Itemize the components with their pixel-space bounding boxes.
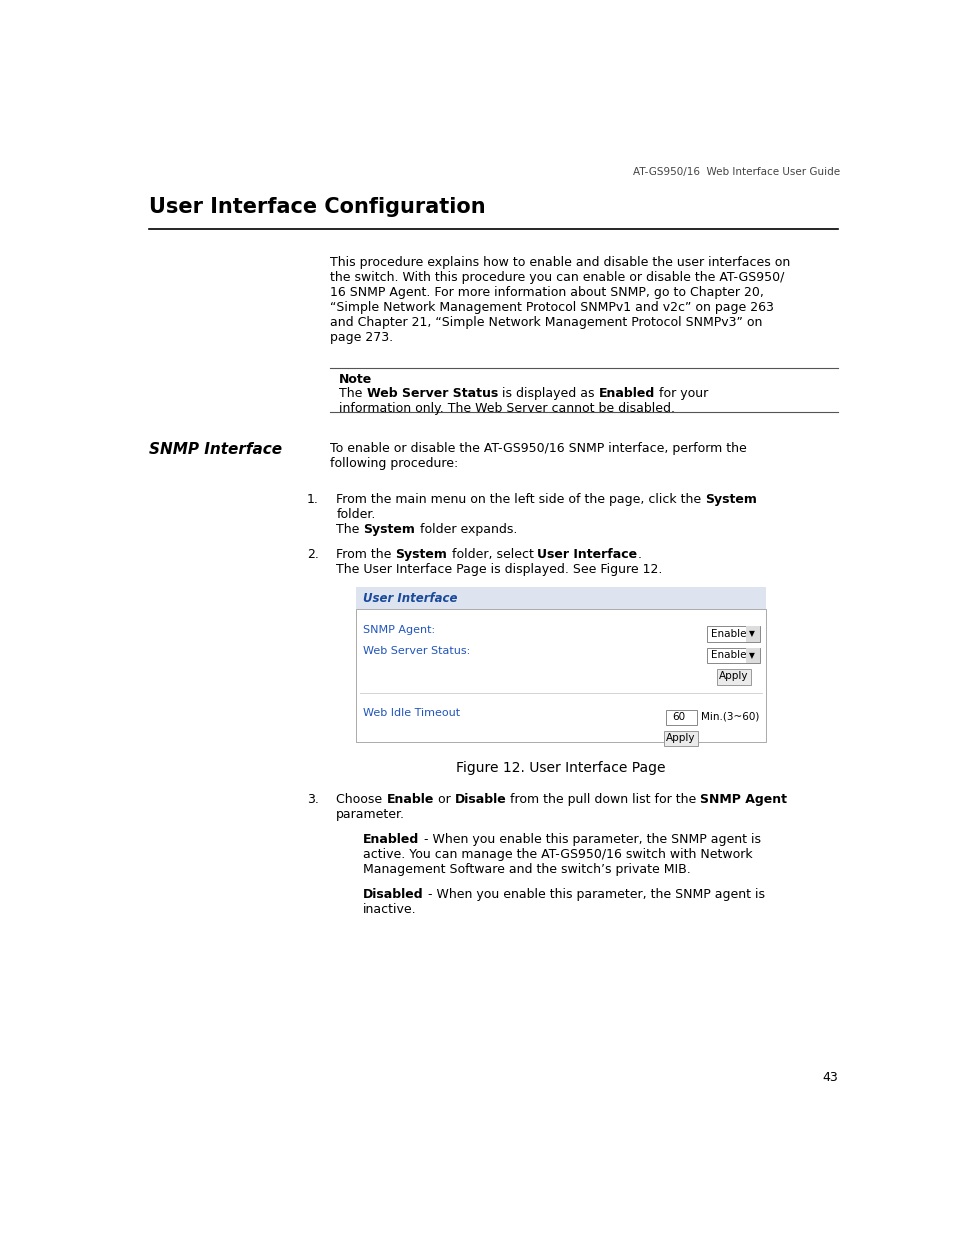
Text: Apply: Apply bbox=[719, 671, 748, 680]
Text: Apply: Apply bbox=[666, 732, 695, 742]
Text: .: . bbox=[637, 548, 640, 561]
Text: AT-GS950/16  Web Interface User Guide: AT-GS950/16 Web Interface User Guide bbox=[632, 168, 840, 178]
Text: 16 SNMP Agent. For more information about SNMP, go to Chapter 20,: 16 SNMP Agent. For more information abou… bbox=[330, 287, 763, 299]
Text: information only. The Web Server cannot be disabled.: information only. The Web Server cannot … bbox=[339, 401, 675, 415]
Text: System: System bbox=[395, 548, 447, 561]
Text: Min.(3~60): Min.(3~60) bbox=[700, 711, 758, 721]
Text: 1.: 1. bbox=[307, 493, 318, 506]
Text: from the pull down list for the: from the pull down list for the bbox=[506, 793, 700, 806]
Text: User Interface: User Interface bbox=[537, 548, 637, 561]
Text: or: or bbox=[434, 793, 454, 806]
Text: Web Server Status: Web Server Status bbox=[366, 387, 497, 400]
Text: Web Idle Timeout: Web Idle Timeout bbox=[363, 708, 460, 718]
FancyBboxPatch shape bbox=[665, 710, 696, 725]
Text: SNMP Agent: SNMP Agent bbox=[700, 793, 786, 806]
FancyBboxPatch shape bbox=[745, 648, 760, 663]
Text: The: The bbox=[335, 524, 363, 536]
Text: SNMP Interface: SNMP Interface bbox=[149, 442, 281, 457]
Text: ▼: ▼ bbox=[748, 651, 754, 659]
Text: Web Server Status:: Web Server Status: bbox=[363, 646, 470, 656]
Text: 60: 60 bbox=[671, 711, 684, 721]
FancyBboxPatch shape bbox=[707, 648, 760, 663]
Text: folder, select: folder, select bbox=[447, 548, 537, 561]
FancyBboxPatch shape bbox=[745, 626, 760, 642]
Text: SNMP Agent:: SNMP Agent: bbox=[363, 625, 435, 635]
Text: Management Software and the switch’s private MIB.: Management Software and the switch’s pri… bbox=[363, 863, 690, 876]
Text: folder.: folder. bbox=[335, 508, 375, 521]
Text: Disabled: Disabled bbox=[363, 888, 423, 900]
Text: From the: From the bbox=[335, 548, 395, 561]
Text: Enabled: Enabled bbox=[363, 834, 419, 846]
Text: - When you enable this parameter, the SNMP agent is: - When you enable this parameter, the SN… bbox=[423, 888, 764, 900]
Text: ▼: ▼ bbox=[748, 630, 754, 638]
Text: To enable or disable the AT-GS950/16 SNMP interface, perform the: To enable or disable the AT-GS950/16 SNM… bbox=[330, 442, 746, 454]
Text: Figure 12. User Interface Page: Figure 12. User Interface Page bbox=[456, 761, 665, 776]
Text: System: System bbox=[704, 493, 757, 506]
Text: is displayed as: is displayed as bbox=[497, 387, 598, 400]
Text: Enable: Enable bbox=[711, 629, 746, 638]
Text: inactive.: inactive. bbox=[363, 903, 416, 916]
Text: The: The bbox=[339, 387, 366, 400]
Text: and Chapter 21, “Simple Network Management Protocol SNMPv3” on: and Chapter 21, “Simple Network Manageme… bbox=[330, 316, 761, 329]
Text: Enable: Enable bbox=[386, 793, 434, 806]
Text: User Interface Configuration: User Interface Configuration bbox=[149, 196, 485, 216]
Text: From the main menu on the left side of the page, click the: From the main menu on the left side of t… bbox=[335, 493, 704, 506]
Text: User Interface: User Interface bbox=[363, 592, 457, 605]
Text: System: System bbox=[363, 524, 416, 536]
Text: the switch. With this procedure you can enable or disable the AT-GS950/: the switch. With this procedure you can … bbox=[330, 270, 783, 284]
Text: 2.: 2. bbox=[307, 548, 318, 561]
Text: - When you enable this parameter, the SNMP agent is: - When you enable this parameter, the SN… bbox=[419, 834, 760, 846]
Text: 43: 43 bbox=[821, 1071, 838, 1084]
Text: 3.: 3. bbox=[307, 793, 318, 806]
Text: page 273.: page 273. bbox=[330, 331, 393, 345]
FancyBboxPatch shape bbox=[716, 669, 750, 685]
Text: active. You can manage the AT-GS950/16 switch with Network: active. You can manage the AT-GS950/16 s… bbox=[363, 848, 752, 861]
Text: This procedure explains how to enable and disable the user interfaces on: This procedure explains how to enable an… bbox=[330, 256, 789, 269]
Text: parameter.: parameter. bbox=[335, 809, 405, 821]
Text: Enable: Enable bbox=[711, 651, 746, 661]
Text: Note: Note bbox=[339, 373, 373, 387]
Text: The User Interface Page is displayed. See Figure 12.: The User Interface Page is displayed. Se… bbox=[335, 563, 662, 576]
Text: “Simple Network Management Protocol SNMPv1 and v2c” on page 263: “Simple Network Management Protocol SNMP… bbox=[330, 301, 773, 314]
FancyBboxPatch shape bbox=[707, 626, 760, 642]
FancyBboxPatch shape bbox=[355, 609, 765, 742]
Text: following procedure:: following procedure: bbox=[330, 457, 457, 469]
Text: for your: for your bbox=[654, 387, 707, 400]
Text: Disable: Disable bbox=[454, 793, 506, 806]
Text: Enabled: Enabled bbox=[598, 387, 654, 400]
FancyBboxPatch shape bbox=[663, 731, 698, 746]
FancyBboxPatch shape bbox=[355, 588, 765, 609]
Text: folder expands.: folder expands. bbox=[416, 524, 517, 536]
Text: Choose: Choose bbox=[335, 793, 386, 806]
